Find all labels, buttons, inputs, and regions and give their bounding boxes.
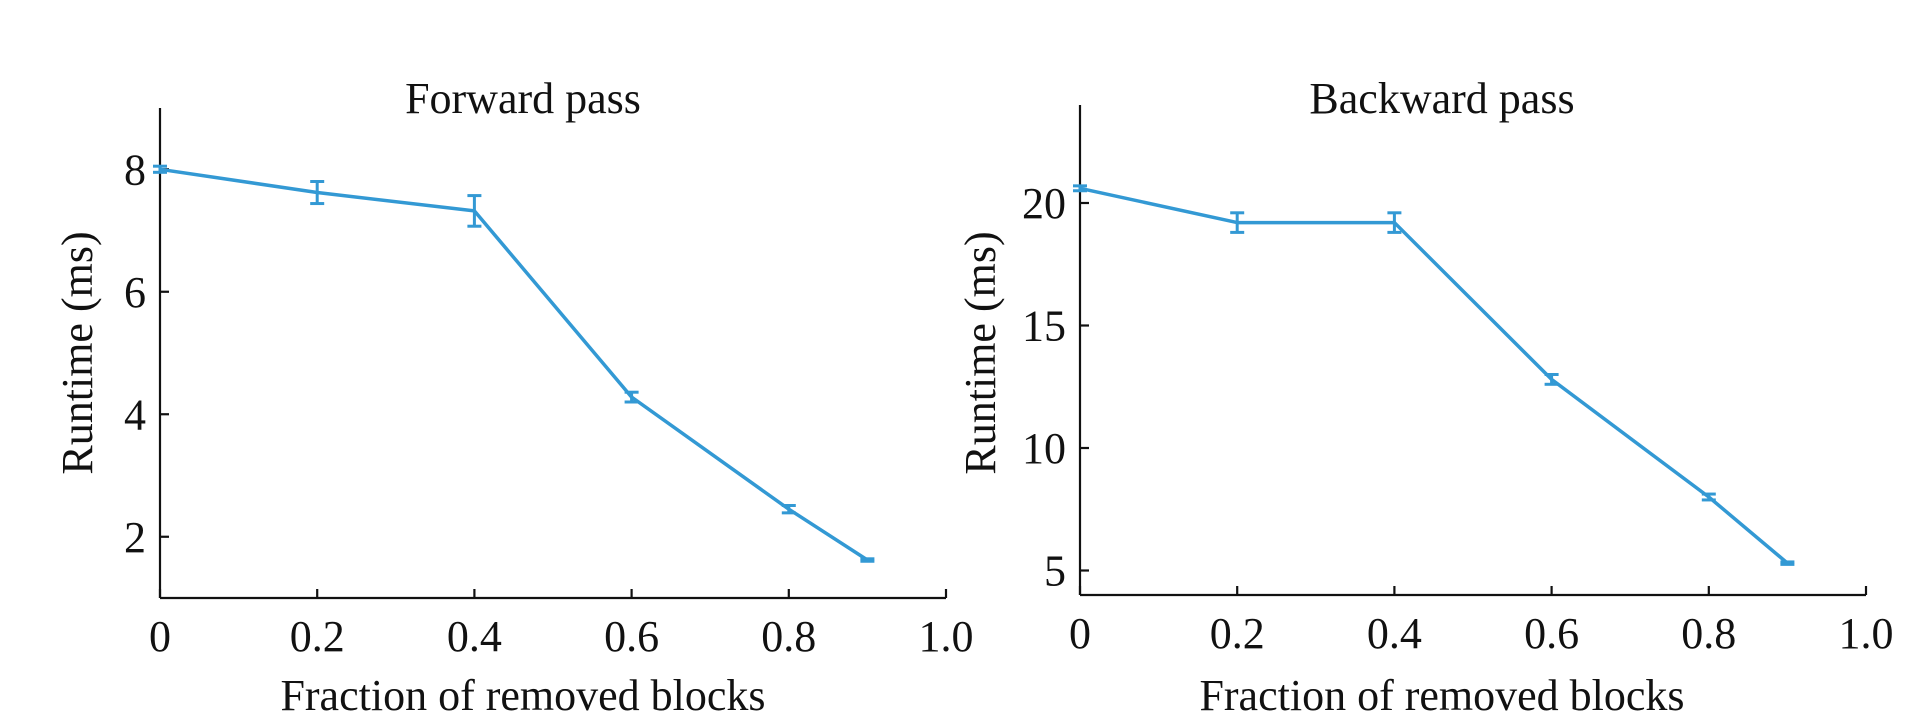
data-point-errorbar bbox=[1701, 492, 1716, 502]
x-tick-label: 0.8 bbox=[761, 612, 816, 661]
data-point-errorbar bbox=[1780, 560, 1795, 566]
data-point-errorbar bbox=[624, 390, 639, 404]
data-point-errorbar bbox=[467, 194, 482, 228]
plot-area: 0 0.2 0.4 0.6 0.8 1.0 2 4 6 8 bbox=[124, 108, 974, 661]
x-axis-label: Fraction of removed blocks bbox=[280, 671, 765, 720]
runtime-series-line bbox=[159, 167, 869, 562]
x-tick-label: 1.0 bbox=[1839, 609, 1894, 658]
x-tick-label: 0.8 bbox=[1681, 609, 1736, 658]
y-tick-label: 5 bbox=[1044, 547, 1066, 596]
plot-area: 0 0.2 0.4 0.6 0.8 1.0 5 10 15 20 bbox=[1022, 105, 1894, 658]
data-point-errorbar bbox=[1544, 373, 1559, 386]
data-point-errorbar bbox=[153, 164, 167, 174]
y-axis-label: Runtime (ms) bbox=[956, 231, 1005, 474]
y-tick-label: 4 bbox=[124, 390, 146, 439]
x-tick-label: 0.4 bbox=[447, 612, 502, 661]
x-tick-label: 1.0 bbox=[919, 612, 974, 661]
panel-forward-pass: Forward pass Runtime (ms) Fraction of re… bbox=[53, 74, 974, 720]
x-tick-label: 0.6 bbox=[604, 612, 659, 661]
x-tick-label: 0 bbox=[1069, 609, 1091, 658]
chart-title: Forward pass bbox=[405, 74, 641, 123]
y-tick-label: 10 bbox=[1022, 424, 1066, 473]
y-tick-label: 2 bbox=[124, 513, 146, 562]
x-tick-label: 0.2 bbox=[290, 612, 345, 661]
x-tick-label: 0 bbox=[149, 612, 171, 661]
y-tick-label: 6 bbox=[124, 268, 146, 317]
data-point-errorbar bbox=[1387, 211, 1402, 234]
data-point-errorbar bbox=[1230, 211, 1245, 234]
data-point-errorbar bbox=[860, 557, 875, 563]
y-tick-label: 15 bbox=[1022, 302, 1066, 351]
chart-title: Backward pass bbox=[1309, 74, 1574, 123]
y-tick-label: 8 bbox=[124, 145, 146, 194]
y-axis-label: Runtime (ms) bbox=[53, 231, 102, 474]
runtime-series-line bbox=[1079, 186, 1789, 565]
x-tick-label: 0.6 bbox=[1524, 609, 1579, 658]
x-tick-label: 0.2 bbox=[1210, 609, 1265, 658]
data-point-errorbar bbox=[310, 180, 325, 206]
y-tick-label: 20 bbox=[1022, 179, 1066, 228]
data-point-errorbar bbox=[781, 504, 796, 515]
x-tick-label: 0.4 bbox=[1367, 609, 1422, 658]
data-point-errorbar bbox=[1073, 184, 1087, 193]
x-axis-label: Fraction of removed blocks bbox=[1199, 671, 1684, 720]
panel-backward-pass: Backward pass Runtime (ms) Fraction of r… bbox=[956, 74, 1894, 720]
